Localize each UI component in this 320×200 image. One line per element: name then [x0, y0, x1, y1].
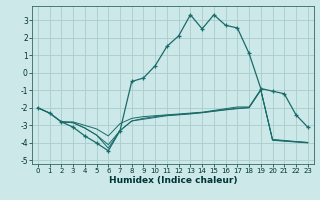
X-axis label: Humidex (Indice chaleur): Humidex (Indice chaleur): [108, 176, 237, 185]
